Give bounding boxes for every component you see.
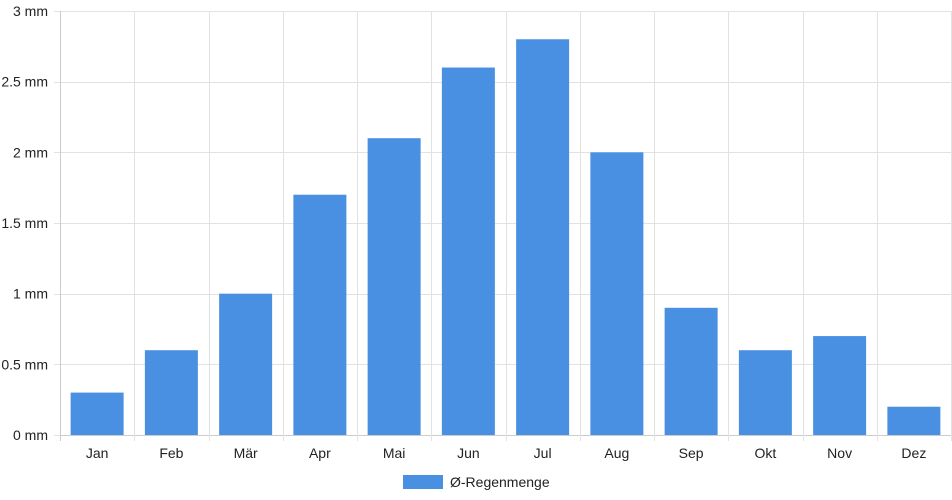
- y-tick-label: 2.5 mm: [1, 74, 48, 90]
- y-tick-label: 1.5 mm: [1, 215, 48, 231]
- bar-okt[interactable]: [738, 350, 792, 435]
- bar-apr[interactable]: [293, 194, 347, 435]
- bar-feb[interactable]: [144, 350, 198, 435]
- bar-mai[interactable]: [367, 138, 421, 435]
- x-tick-label: Feb: [159, 445, 183, 461]
- x-tick-label: Mai: [383, 445, 406, 461]
- legend-swatch: [403, 475, 443, 489]
- x-tick-label: Mär: [234, 445, 258, 461]
- x-tick-label: Aug: [604, 445, 629, 461]
- x-tick-label: Apr: [309, 445, 331, 461]
- x-tick-label: Dez: [901, 445, 926, 461]
- y-tick-label: 1 mm: [13, 286, 48, 302]
- legend-label: Ø-Regenmenge: [450, 474, 550, 490]
- bars: [70, 39, 941, 436]
- x-tick-label: Okt: [754, 445, 776, 461]
- y-tick-label: 0.5 mm: [1, 356, 48, 372]
- bar-jan[interactable]: [70, 392, 124, 435]
- x-tick-label: Jun: [457, 445, 480, 461]
- y-tick-label: 3 mm: [13, 3, 48, 19]
- bar-jun[interactable]: [441, 67, 495, 436]
- bar-nov[interactable]: [813, 336, 867, 435]
- x-axis: Jan Feb Mär Apr Mai Jun Jul Aug Sep Okt Nov Dez: [86, 445, 926, 461]
- legend[interactable]: Ø-Regenmenge: [403, 474, 550, 490]
- x-tick-label: Sep: [679, 445, 704, 461]
- x-tick-label: Jul: [534, 445, 552, 461]
- bar-aug[interactable]: [590, 152, 644, 436]
- y-axis: 0 mm 0.5 mm 1 mm 1.5 mm 2 mm 2.5 mm 3 mm: [1, 3, 60, 443]
- bar-sep[interactable]: [664, 307, 718, 435]
- bar-dez[interactable]: [887, 406, 941, 435]
- x-tick-label: Jan: [86, 445, 109, 461]
- bar-mär[interactable]: [219, 293, 273, 435]
- grid-lines: [60, 11, 952, 441]
- y-tick-label: 0 mm: [13, 427, 48, 443]
- bar-jul[interactable]: [516, 39, 570, 436]
- y-tick-label: 2 mm: [13, 144, 48, 160]
- x-tick-label: Nov: [827, 445, 852, 461]
